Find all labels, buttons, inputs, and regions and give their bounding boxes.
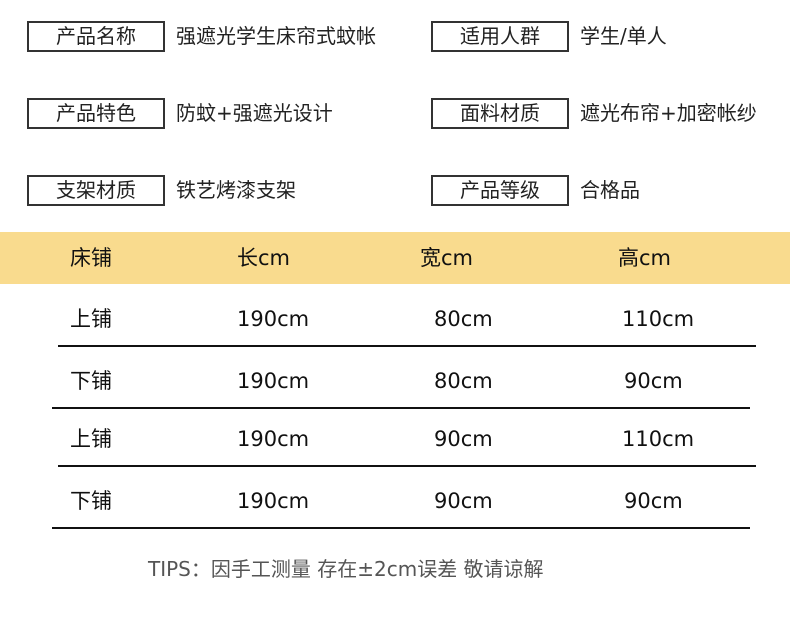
spec-value-fabric: 遮光布帘+加密帐纱 <box>580 101 757 125</box>
spec-label-product-name: 产品名称 <box>27 21 165 52</box>
cell-bed: 下铺 <box>70 489 112 513</box>
spec-value-frame: 铁艺烤漆支架 <box>176 178 296 202</box>
cell-bed: 上铺 <box>70 307 112 331</box>
cell-length: 190cm <box>237 307 310 331</box>
spec-value-features: 防蚊+强遮光设计 <box>176 101 333 125</box>
row-divider <box>52 407 750 409</box>
table-header-length: 长cm <box>237 246 291 270</box>
cell-height: 110cm <box>622 307 695 331</box>
spec-label-frame: 支架材质 <box>27 175 165 206</box>
table-header-height: 高cm <box>618 246 672 270</box>
spec-label-target-users: 适用人群 <box>431 21 569 52</box>
row-divider <box>52 527 750 529</box>
spec-value-target-users: 学生/单人 <box>580 24 667 48</box>
tips-note: TIPS：因手工测量 存在±2cm误差 敬请谅解 <box>148 557 544 581</box>
row-divider <box>58 465 756 467</box>
table-header-band <box>0 232 790 284</box>
cell-width: 80cm <box>434 307 493 331</box>
table-header-bed: 床铺 <box>70 246 112 270</box>
spec-label-grade: 产品等级 <box>431 175 569 206</box>
spec-value-grade: 合格品 <box>580 178 640 202</box>
cell-height: 90cm <box>624 369 683 393</box>
cell-length: 190cm <box>237 427 310 451</box>
cell-length: 190cm <box>237 489 310 513</box>
row-divider <box>58 345 756 347</box>
cell-width: 90cm <box>434 489 493 513</box>
table-header-width: 宽cm <box>420 246 474 270</box>
spec-label-fabric: 面料材质 <box>431 98 569 129</box>
cell-height: 90cm <box>624 489 683 513</box>
cell-width: 90cm <box>434 427 493 451</box>
cell-bed: 下铺 <box>70 369 112 393</box>
spec-label-features: 产品特色 <box>27 98 165 129</box>
cell-bed: 上铺 <box>70 427 112 451</box>
cell-height: 110cm <box>622 427 695 451</box>
cell-length: 190cm <box>237 369 310 393</box>
spec-value-product-name: 强遮光学生床帘式蚊帐 <box>176 24 376 48</box>
cell-width: 80cm <box>434 369 493 393</box>
